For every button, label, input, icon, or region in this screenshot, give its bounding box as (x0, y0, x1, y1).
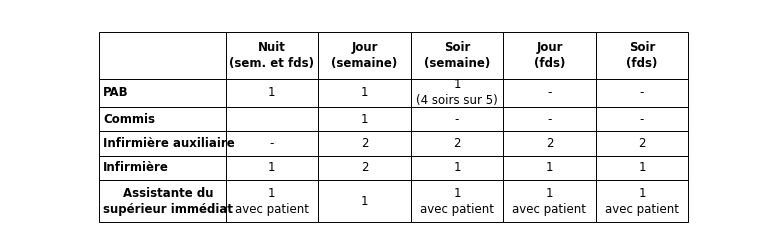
Bar (596, 180, 688, 222)
Bar (226, 132, 318, 156)
Text: 2: 2 (361, 137, 368, 150)
Text: 1: 1 (453, 162, 461, 174)
Text: Nuit
(sem. et fds): Nuit (sem. et fds) (230, 41, 314, 70)
Text: -: - (455, 113, 459, 126)
Bar (226, 156, 318, 180)
Text: 1: 1 (361, 86, 368, 100)
Text: Commis: Commis (103, 113, 155, 126)
Text: 2: 2 (361, 162, 368, 174)
Text: 1: 1 (268, 162, 276, 174)
Text: 2: 2 (546, 137, 553, 150)
Bar (318, 107, 411, 132)
Bar (411, 107, 503, 132)
Text: Soir
(fds): Soir (fds) (626, 41, 657, 70)
Bar (503, 180, 596, 222)
Bar (318, 32, 411, 79)
Text: -: - (640, 86, 644, 100)
Bar (411, 180, 503, 222)
Bar (99, 32, 226, 79)
Text: 1
avec patient: 1 avec patient (512, 187, 587, 216)
Bar (503, 107, 596, 132)
Bar (503, 32, 596, 79)
Text: Soir
(semaine): Soir (semaine) (424, 41, 490, 70)
Bar (226, 107, 318, 132)
Text: 1: 1 (638, 162, 646, 174)
Bar (503, 132, 596, 156)
Text: 1
avec patient: 1 avec patient (420, 187, 494, 216)
Bar (226, 32, 318, 79)
Text: -: - (548, 113, 551, 126)
Bar (99, 79, 226, 107)
Text: -: - (270, 137, 274, 150)
Bar (226, 79, 318, 107)
Bar (318, 132, 411, 156)
Text: 2: 2 (453, 137, 461, 150)
Text: Assistante du
supérieur immédiat: Assistante du supérieur immédiat (103, 187, 233, 216)
Text: 1: 1 (546, 162, 553, 174)
Bar (596, 132, 688, 156)
Bar (99, 180, 226, 222)
Text: PAB: PAB (103, 86, 129, 100)
Bar (596, 156, 688, 180)
Bar (411, 156, 503, 180)
Text: Jour
(fds): Jour (fds) (534, 41, 565, 70)
Bar (596, 79, 688, 107)
Text: Jour
(semaine): Jour (semaine) (331, 41, 398, 70)
Bar (411, 32, 503, 79)
Text: 1: 1 (361, 195, 368, 208)
Text: -: - (548, 86, 551, 100)
Bar (318, 79, 411, 107)
Bar (411, 79, 503, 107)
Text: 1
avec patient: 1 avec patient (235, 187, 309, 216)
Bar (411, 132, 503, 156)
Bar (318, 156, 411, 180)
Bar (503, 79, 596, 107)
Text: 1
avec patient: 1 avec patient (605, 187, 679, 216)
Text: 1
(4 soirs sur 5): 1 (4 soirs sur 5) (416, 78, 498, 107)
Bar (99, 132, 226, 156)
Bar (503, 156, 596, 180)
Bar (226, 180, 318, 222)
Text: 2: 2 (638, 137, 646, 150)
Text: 1: 1 (361, 113, 368, 126)
Text: -: - (640, 113, 644, 126)
Text: 1: 1 (268, 86, 276, 100)
Bar (99, 107, 226, 132)
Bar (99, 156, 226, 180)
Bar (318, 180, 411, 222)
Bar (596, 107, 688, 132)
Bar (596, 32, 688, 79)
Text: Infirmière auxiliaire: Infirmière auxiliaire (103, 137, 235, 150)
Text: Infirmière: Infirmière (103, 162, 169, 174)
